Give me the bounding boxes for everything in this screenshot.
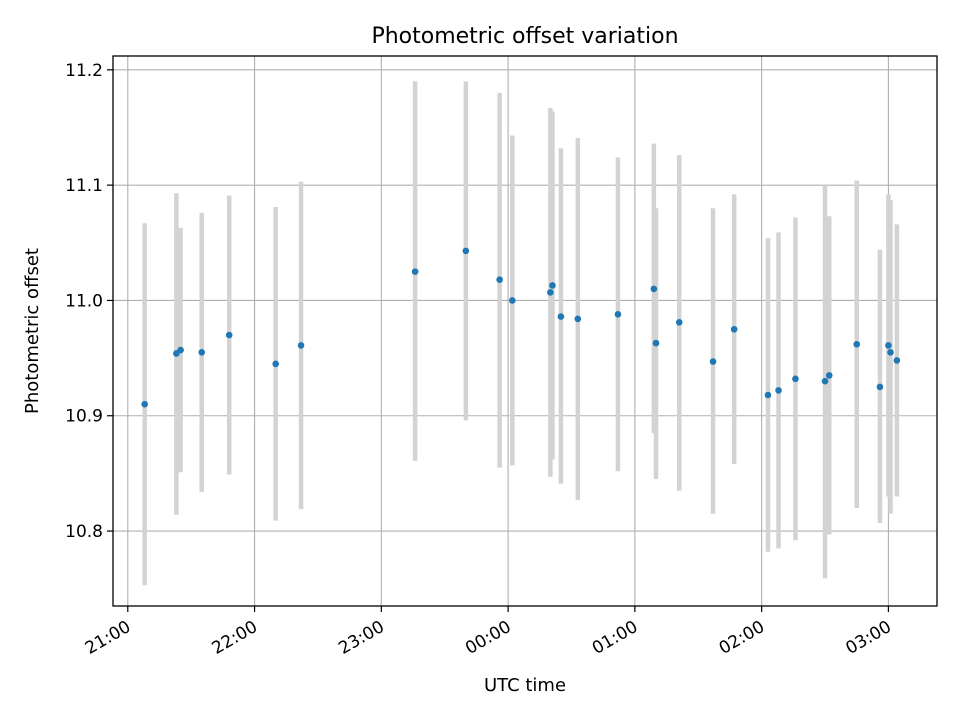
data-point xyxy=(411,268,419,275)
y-tick-label: 10.8 xyxy=(65,522,103,542)
data-point xyxy=(549,282,556,289)
data-point xyxy=(462,247,470,255)
data-point xyxy=(675,319,683,326)
data-point xyxy=(177,346,184,354)
data-point xyxy=(557,313,565,320)
data-point xyxy=(509,297,516,304)
data-point xyxy=(709,358,717,365)
chart-title: Photometric offset variation xyxy=(371,24,678,49)
data-point xyxy=(297,342,305,349)
data-point xyxy=(885,342,892,349)
data-point xyxy=(547,289,554,296)
data-point xyxy=(614,310,622,318)
data-point xyxy=(887,349,894,356)
data-point xyxy=(650,285,658,293)
data-point xyxy=(825,372,833,379)
x-axis-label: UTC time xyxy=(484,675,566,696)
data-point xyxy=(893,357,901,364)
data-point xyxy=(853,340,861,348)
y-tick-label: 10.9 xyxy=(65,407,103,427)
data-point xyxy=(496,276,503,283)
data-point xyxy=(821,377,829,385)
data-point xyxy=(225,331,233,339)
y-tick-label: 11.0 xyxy=(65,291,103,311)
data-point xyxy=(730,325,738,333)
data-point xyxy=(574,315,582,323)
data-point xyxy=(141,400,148,408)
data-point xyxy=(775,387,782,394)
data-point xyxy=(792,375,799,383)
data-markers xyxy=(141,247,901,408)
data-point xyxy=(876,383,884,391)
data-point xyxy=(652,339,660,347)
data-point xyxy=(272,360,279,368)
y-axis-label: Photometric offset xyxy=(22,248,43,414)
y-axis: 10.8 10.9 11.0 11.1 11.2 xyxy=(65,61,113,542)
data-point xyxy=(764,391,772,399)
y-tick-label: 11.2 xyxy=(65,61,103,81)
y-tick-label: 11.1 xyxy=(65,176,103,196)
data-point xyxy=(198,349,206,356)
grid xyxy=(113,56,937,606)
plot-frame xyxy=(112,55,938,607)
